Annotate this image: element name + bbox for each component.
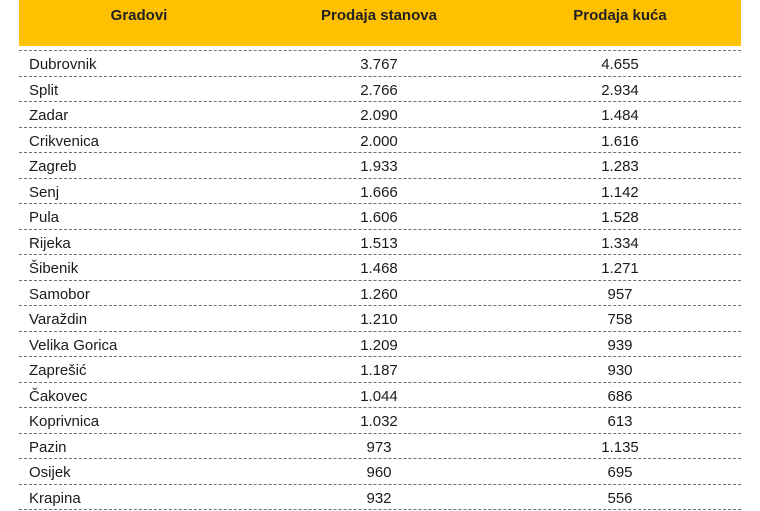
house-sales-value: 1.271: [601, 260, 639, 277]
house-sales-value: 1.283: [601, 158, 639, 175]
flat-sales-value: 3.767: [360, 56, 398, 73]
table-row: Pazin 973 1.135: [19, 434, 741, 459]
city-name: Pazin: [29, 438, 67, 456]
house-sales-value: 1.616: [601, 132, 639, 150]
flat-sales-value: 2.000: [360, 132, 398, 150]
house-sales-value: 695: [607, 464, 633, 481]
city-name: Čakovec: [29, 387, 88, 405]
city-name: Zadar: [29, 107, 69, 124]
table-row: Varaždin 1.210 758: [19, 306, 741, 332]
table-row: Senj 1.666 1.142: [19, 179, 741, 204]
table-row: Zagreb 1.933 1.283: [19, 153, 741, 179]
house-sales-value: 1.484: [601, 107, 639, 124]
table-row: Split 2.766 2.934: [19, 77, 741, 102]
table-row: Koprivnica 1.032 613: [19, 408, 741, 434]
flat-sales-value: 1.210: [360, 311, 398, 328]
flat-sales-value: 1.032: [360, 413, 398, 430]
table-row: Zaprešić 1.187 930: [19, 357, 741, 383]
flat-sales-value: 2.090: [360, 107, 398, 124]
table-row: Dubrovnik 3.767 4.655: [19, 51, 741, 77]
flat-sales-value: 1.513: [360, 234, 398, 252]
house-sales-value: 758: [607, 311, 633, 328]
city-name: Split: [29, 81, 59, 99]
header-house-sales: Prodaja kuća: [573, 7, 667, 24]
table-row: Šibenik 1.468 1.271: [19, 255, 741, 281]
house-sales-value: 930: [607, 362, 633, 379]
city-name: Senj: [29, 183, 60, 201]
table-row: Velika Gorica 1.209 939: [19, 332, 741, 357]
flat-sales-value: 1.933: [360, 158, 398, 175]
city-name: Osijek: [29, 464, 71, 481]
city-name: Rijeka: [29, 234, 71, 252]
table-row: Zadar 2.090 1.484: [19, 102, 741, 128]
house-sales-value: 1.528: [601, 209, 639, 226]
table-row: Samobor 1.260 957: [19, 281, 741, 306]
flat-sales-value: 932: [366, 489, 392, 507]
table-row: Krapina 932 556: [19, 485, 741, 510]
city-name: Zagreb: [29, 158, 77, 175]
table-row: Pula 1.606 1.528: [19, 204, 741, 230]
flat-sales-value: 1.606: [360, 209, 398, 226]
house-sales-value: 1.135: [601, 438, 639, 456]
house-sales-value: 686: [607, 387, 633, 405]
city-name: Pula: [29, 209, 60, 226]
flat-sales-value: 1.209: [360, 336, 398, 354]
city-name: Velika Gorica: [29, 336, 118, 354]
house-sales-value: 939: [607, 336, 633, 354]
flat-sales-value: 1.468: [360, 260, 398, 277]
city-name: Crikvenica: [29, 132, 100, 150]
table-body: Dubrovnik 3.767 4.655 Split 2.766 2.934 Zadar 2…: [19, 50, 741, 510]
house-sales-value: 2.934: [601, 81, 639, 99]
flat-sales-value: 1.666: [360, 183, 398, 201]
city-name: Krapina: [29, 489, 81, 507]
house-sales-value: 556: [607, 489, 633, 507]
flat-sales-value: 960: [366, 464, 392, 481]
city-name: Koprivnica: [29, 413, 100, 430]
city-name: Zaprešić: [29, 362, 87, 379]
house-sales-value: 613: [607, 413, 633, 430]
flat-sales-value: 1.187: [360, 362, 398, 379]
flat-sales-value: 973: [366, 438, 392, 456]
flat-sales-value: 1.044: [360, 387, 398, 405]
flat-sales-value: 1.260: [360, 285, 398, 303]
table-header: Gradovi Prodaja stanova Prodaja kuća: [19, 0, 741, 46]
table-row: Rijeka 1.513 1.334: [19, 230, 741, 255]
house-sales-value: 1.142: [601, 183, 639, 201]
header-flat-sales: Prodaja stanova: [321, 7, 437, 24]
city-name: Dubrovnik: [29, 56, 97, 73]
header-cities: Gradovi: [110, 7, 168, 24]
house-sales-value: 4.655: [601, 56, 639, 73]
city-name: Šibenik: [29, 260, 79, 277]
house-sales-value: 1.334: [601, 234, 639, 252]
table-row: Osijek 960 695: [19, 459, 741, 485]
table-row: Čakovec 1.044 686: [19, 383, 741, 408]
flat-sales-value: 2.766: [360, 81, 398, 99]
house-sales-value: 957: [607, 285, 633, 303]
city-name: Varaždin: [29, 311, 88, 328]
table-row: Crikvenica 2.000 1.616: [19, 128, 741, 153]
city-name: Samobor: [29, 285, 90, 303]
city-sales-table: Gradovi Prodaja stanova Prodaja kuća Dub…: [19, 0, 741, 510]
